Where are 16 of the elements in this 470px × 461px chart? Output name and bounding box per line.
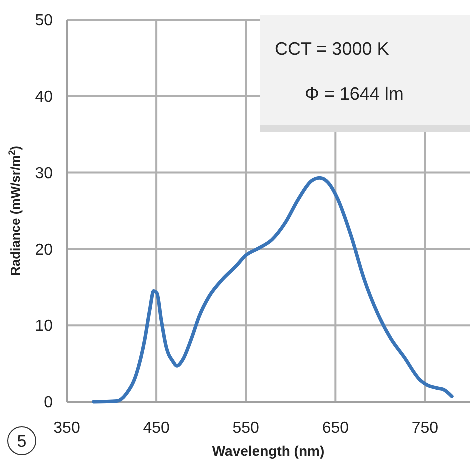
- annotation: Φ = 1644 lm: [305, 84, 404, 104]
- y-tick-label: 0: [44, 394, 54, 412]
- x-tick-label: 750: [412, 420, 439, 437]
- y-tick-label: 40: [35, 89, 54, 106]
- annotation: CCT = 3000 K: [275, 39, 390, 59]
- text: 5: [17, 432, 27, 451]
- x-axis-title: Wavelength (nm): [212, 443, 325, 459]
- line-series: [92, 176, 454, 404]
- x-tick-label: 350: [54, 420, 80, 437]
- x-tick-label: 450: [143, 420, 170, 437]
- y-tick-label: 20: [35, 242, 54, 259]
- x-tick-label: 550: [232, 420, 260, 437]
- x-tick-label: 650: [322, 420, 350, 437]
- y-tick-label: 30: [35, 165, 54, 182]
- y-tick-label: 50: [35, 12, 54, 30]
- y-tick-label: 10: [35, 318, 54, 336]
